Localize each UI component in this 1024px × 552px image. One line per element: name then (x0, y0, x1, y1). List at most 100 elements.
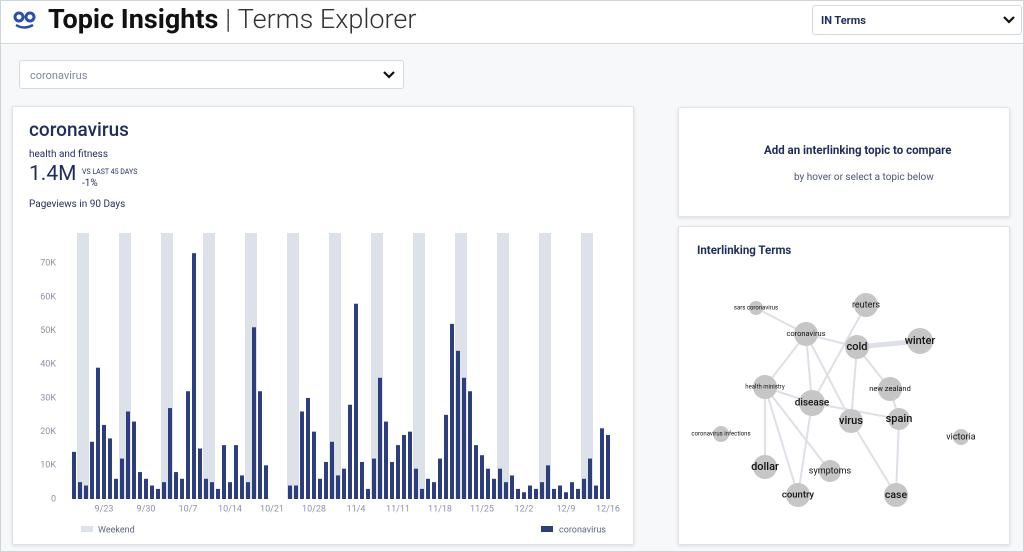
bar (432, 482, 436, 499)
x-tick-label: 12/16 (596, 504, 620, 514)
bar (366, 488, 370, 499)
weekend-band (335, 233, 341, 499)
bar (78, 482, 82, 499)
bar (390, 461, 394, 499)
period-label: Pageviews in 90 Days (29, 199, 126, 210)
node-label: winter (905, 334, 936, 347)
network-node (884, 483, 908, 507)
bar (180, 478, 184, 499)
network-node (753, 375, 777, 399)
bar (564, 492, 568, 499)
bar (186, 391, 190, 499)
topic-search[interactable]: coronavirus (19, 60, 404, 89)
bar (354, 303, 358, 499)
bar (312, 431, 316, 499)
divider: | (225, 3, 232, 35)
weekend-band (203, 233, 209, 499)
node-label: disease (795, 398, 830, 409)
change: -1% (82, 178, 98, 189)
bar (402, 435, 406, 499)
node-label: cold (847, 340, 868, 353)
weekend-band (497, 233, 503, 499)
node-label: new zealand (869, 384, 911, 393)
network-node (713, 426, 729, 442)
node-label: virus (839, 414, 863, 427)
bar (300, 411, 304, 499)
bar (372, 458, 376, 499)
bar (318, 478, 322, 499)
y-tick-label: 20K (40, 427, 56, 437)
bar (408, 431, 412, 499)
app-title: Topic Insights (48, 3, 219, 35)
network-node (845, 335, 869, 359)
search-value: coronavirus (30, 69, 88, 82)
y-tick-label: 30K (40, 393, 56, 403)
bar (144, 478, 148, 499)
bar (594, 485, 598, 499)
bar (546, 465, 550, 499)
compare-card: Add an interlinking topic to compare by … (678, 107, 1010, 217)
weekend-band (461, 233, 467, 499)
x-tick-label: 9/30 (137, 504, 156, 514)
network-node (753, 455, 777, 479)
bar (216, 488, 220, 499)
pageviews-total: 1.4M (29, 162, 77, 186)
network-node (749, 301, 763, 315)
topic-name: coronavirus (29, 118, 129, 141)
node-label: health ministry (745, 384, 785, 391)
bar (252, 327, 256, 499)
network-node (794, 322, 818, 346)
bar (102, 424, 106, 499)
bar (396, 445, 400, 499)
node-label: dollar (751, 460, 779, 473)
network-edge (850, 346, 858, 422)
x-tick-label: 12/9 (557, 504, 576, 514)
node-label: country (782, 490, 815, 501)
weekend-band (83, 233, 89, 499)
bar (336, 475, 340, 499)
bar (480, 455, 484, 499)
weekend-band (293, 233, 299, 499)
x-tick-label: 9/23 (95, 504, 114, 514)
weekend-band (419, 233, 425, 499)
bar (246, 482, 250, 499)
weekend-band (125, 233, 131, 499)
bar (120, 458, 124, 499)
network-node (888, 408, 910, 430)
node-label: coronavirus (786, 329, 825, 338)
bar (504, 482, 508, 499)
chevron (1003, 16, 1015, 24)
terms-dropdown[interactable]: IN Terms (812, 5, 1022, 35)
node-label: symptoms (809, 466, 852, 476)
bar (450, 323, 454, 499)
bar (570, 482, 574, 499)
bar (540, 482, 544, 499)
node-label: coronavirus infections (691, 431, 750, 438)
bar (486, 468, 490, 499)
y-tick-label: 10K (40, 461, 56, 471)
weekend-band (167, 233, 173, 499)
y-tick-label: 40K (40, 360, 56, 370)
weekend-band (209, 233, 215, 499)
node-label: case (885, 488, 908, 501)
legend-swatch (81, 526, 93, 532)
bar (378, 377, 382, 499)
bar (132, 421, 136, 499)
weekend-band (77, 233, 83, 499)
y-tick-label: 50K (40, 326, 56, 336)
bar (606, 435, 610, 499)
node-label: reuters (852, 300, 880, 310)
topic-category: health and fitness (29, 149, 108, 160)
network-edge (850, 420, 897, 496)
bar (138, 472, 142, 499)
network-edge (811, 304, 867, 404)
bar (522, 492, 526, 499)
bar (258, 391, 262, 499)
bar (294, 485, 298, 499)
weekend-band (587, 233, 593, 499)
y-tick-label: 0 (51, 494, 56, 504)
app-subtitle: Terms Explorer (237, 3, 417, 35)
bar (126, 411, 130, 499)
bar (456, 350, 460, 499)
